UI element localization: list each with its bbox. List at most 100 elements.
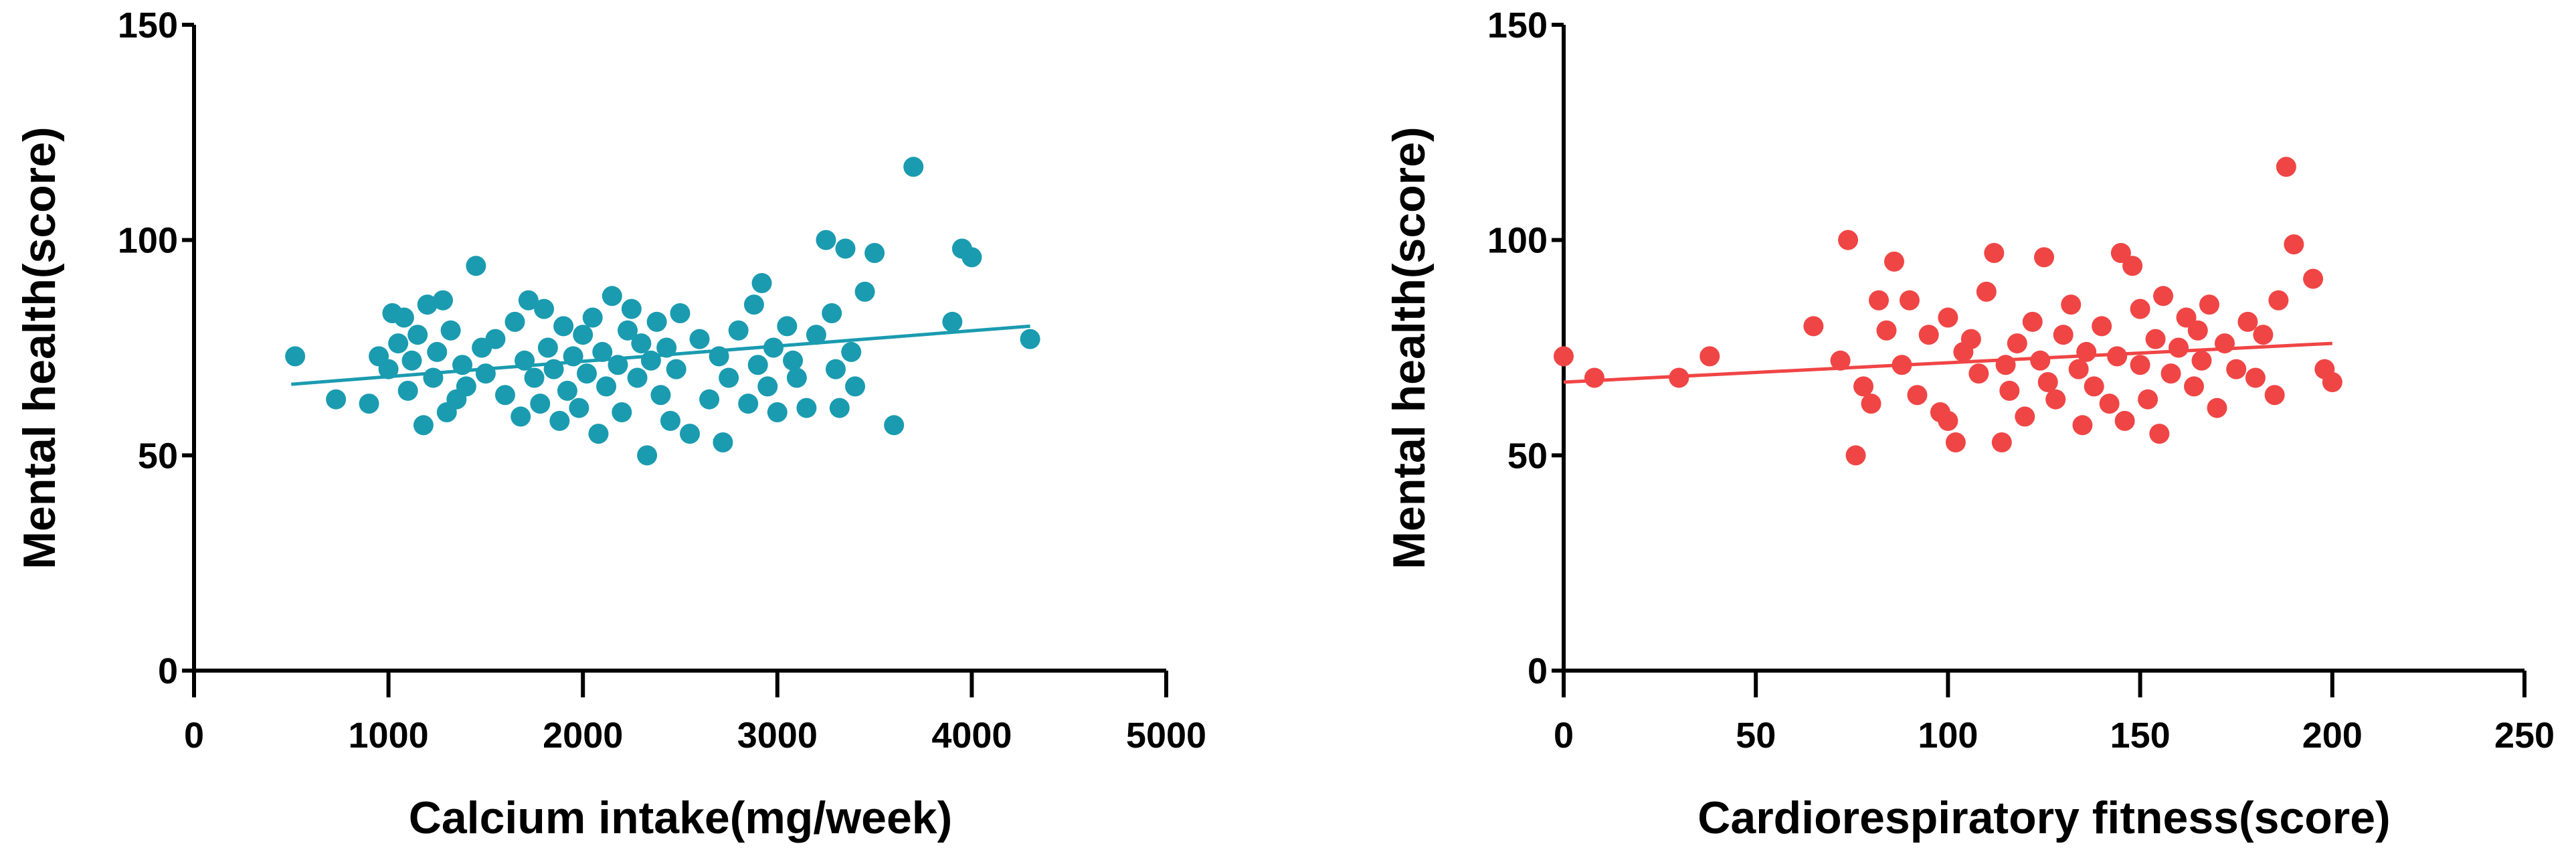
point: [841, 341, 862, 362]
point: [1845, 445, 1866, 466]
point: [1899, 290, 1920, 311]
point: [699, 389, 720, 410]
point: [1991, 432, 2012, 453]
point: [2053, 325, 2074, 345]
point: [2169, 337, 2189, 358]
point: [2045, 389, 2066, 410]
point: [1918, 325, 1939, 345]
x-tick-label: 150: [2110, 715, 2171, 756]
point: [621, 298, 642, 319]
point: [2130, 298, 2150, 319]
point: [427, 341, 448, 362]
point: [1853, 376, 1874, 397]
point: [719, 367, 739, 388]
x-tick-label: 50: [1736, 715, 1776, 756]
point: [2068, 359, 2089, 379]
point: [378, 359, 399, 379]
point: [2245, 367, 2266, 388]
point: [557, 380, 577, 401]
point: [440, 320, 461, 341]
point: [1984, 242, 2005, 263]
point: [2022, 311, 2043, 332]
y-axis-label: Mental health(score): [1384, 126, 1435, 569]
point: [577, 363, 597, 384]
point: [397, 380, 418, 401]
point: [475, 363, 496, 384]
point: [612, 402, 632, 422]
point: [388, 333, 409, 354]
point: [1876, 320, 1897, 341]
point: [1938, 307, 1958, 328]
point: [518, 290, 539, 311]
point: [407, 325, 428, 345]
point: [2037, 371, 2058, 392]
point: [2253, 325, 2274, 345]
point: [767, 402, 788, 422]
point: [829, 398, 850, 418]
point: [553, 316, 574, 337]
y-tick-label: 150: [1487, 5, 1548, 46]
point: [592, 341, 613, 362]
point: [728, 320, 749, 341]
point: [713, 432, 733, 453]
point: [1838, 230, 1859, 250]
point: [2276, 157, 2296, 177]
point: [796, 398, 817, 418]
point: [456, 376, 476, 397]
point: [1830, 350, 1851, 371]
point: [1907, 385, 1928, 406]
point: [2092, 316, 2112, 337]
y-tick-label: 50: [138, 436, 178, 476]
point: [670, 303, 691, 324]
point: [2110, 242, 2131, 263]
point: [417, 294, 438, 315]
point: [2084, 376, 2104, 397]
point: [2061, 294, 2082, 315]
x-tick-label: 0: [184, 715, 204, 756]
point: [1869, 290, 1890, 311]
point: [864, 242, 885, 263]
point: [1999, 380, 2020, 401]
point: [2268, 290, 2289, 311]
y-tick-label: 150: [118, 5, 178, 46]
point: [393, 307, 414, 328]
point: [2187, 320, 2208, 341]
point: [660, 410, 680, 431]
point: [2145, 329, 2166, 349]
point: [2184, 376, 2205, 397]
point: [1976, 281, 1997, 302]
point: [650, 385, 671, 406]
point: [2076, 341, 2097, 362]
point: [573, 325, 593, 345]
point: [2130, 355, 2150, 375]
point: [1938, 410, 1958, 431]
point: [757, 376, 778, 397]
y-tick-label: 50: [1507, 436, 1548, 476]
point: [1699, 346, 1720, 367]
point: [511, 406, 531, 427]
point: [666, 359, 686, 379]
point: [2160, 363, 2181, 384]
point: [2099, 394, 2120, 414]
point: [537, 337, 558, 358]
point: [1584, 367, 1604, 388]
y-tick-label: 100: [1487, 221, 1548, 261]
point: [942, 311, 963, 332]
y-axis-label: Mental health(score): [14, 126, 65, 569]
point: [2303, 268, 2324, 289]
x-tick-label: 0: [1554, 715, 1574, 756]
point: [1968, 363, 1989, 384]
point: [466, 256, 486, 276]
point: [2322, 371, 2342, 392]
point: [2153, 286, 2174, 307]
point: [504, 311, 525, 332]
x-tick-label: 2000: [543, 715, 623, 756]
point: [680, 424, 701, 444]
point: [689, 329, 710, 349]
point: [2107, 346, 2128, 367]
point: [2191, 350, 2212, 371]
point: [884, 415, 905, 436]
point: [588, 424, 609, 444]
